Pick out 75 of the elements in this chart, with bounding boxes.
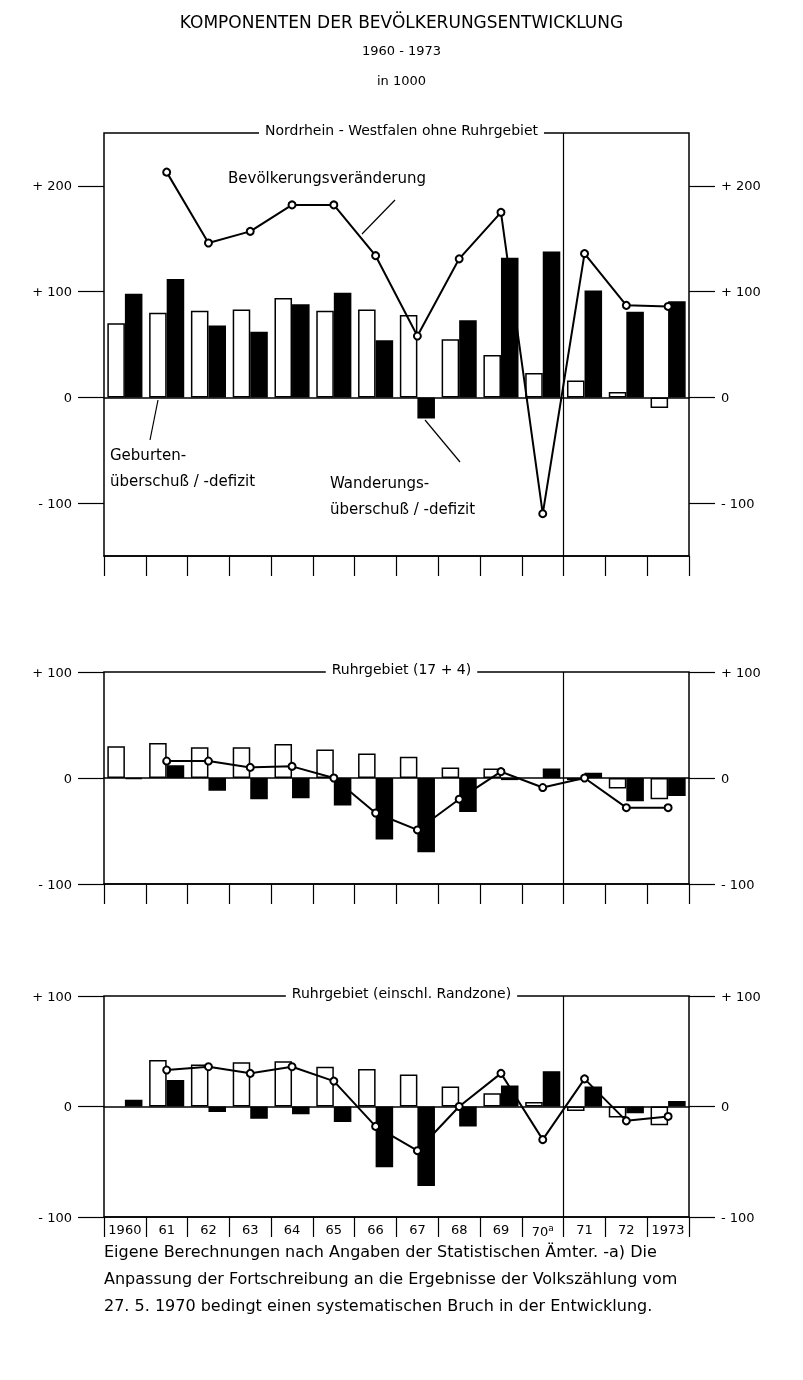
point (287, 1062, 297, 1072)
point (245, 1068, 255, 1078)
point (412, 331, 422, 341)
point (329, 1076, 339, 1086)
y-tick-label: 0 (63, 770, 72, 786)
point (203, 238, 213, 248)
point (496, 1068, 506, 1078)
x-tick-label: 1960 (108, 1222, 142, 1237)
x-tick-label: 1973 (651, 1222, 685, 1237)
x-tick-label: 67 (409, 1222, 426, 1237)
point (162, 167, 172, 177)
x-tick-label: 65 (325, 1222, 343, 1237)
point (621, 1116, 631, 1126)
y2-tick-label: - 100 (721, 1209, 755, 1225)
y2-tick-label: 0 (721, 770, 730, 786)
y-tick-label: - 100 (38, 1209, 72, 1225)
y2-tick-label: 0 (721, 1099, 730, 1114)
chart-title: Ruhrgebiet (17 + 4) (331, 661, 472, 677)
y2-tick-label: + 100 (721, 988, 761, 1004)
point (621, 803, 631, 813)
y-tick-label: + 200 (32, 178, 72, 194)
point (329, 200, 339, 210)
x-tick-label: 71 (576, 1222, 593, 1237)
y2-tick-label: + 100 (721, 664, 761, 680)
y2-tick-label: - 100 (721, 876, 755, 892)
x-tick-label: 66 (367, 1222, 384, 1237)
chart-title: Ruhrgebiet (einschl. Randzone) (291, 985, 512, 1001)
point (162, 756, 172, 766)
point (454, 1102, 464, 1111)
y2-tick-label: 0 (721, 389, 730, 405)
point (663, 803, 673, 813)
point (538, 1135, 548, 1145)
point (663, 1111, 673, 1121)
x-tick-label: 63 (241, 1222, 259, 1237)
text: Eigene Berechnungen nach Angaben der Statistischen Ämter. -a) Die Anpassung der Fortschreibung an die Ergebnisse der Volkszählung vom 27. 5. 1970 bedingt einen systematischen Bruch in der Entwicklung. (104, 1242, 683, 1315)
point (496, 207, 506, 217)
point (203, 756, 213, 766)
point (496, 767, 506, 777)
y-tick-label: + 100 (32, 284, 72, 300)
series-label: Bevölkerungsveränderung (228, 169, 427, 187)
y-tick-label: - 100 (38, 876, 72, 892)
text: 1960 - 1973 in 1000 (360, 42, 443, 90)
point (245, 226, 255, 236)
y-tick-label: + 100 (32, 664, 72, 680)
point (203, 1062, 213, 1072)
point (287, 761, 297, 771)
point (580, 773, 590, 783)
point (538, 783, 548, 793)
point (580, 249, 590, 259)
x-tick-label: 62 (200, 1222, 217, 1237)
y-tick-label: - 100 (38, 495, 72, 511)
point (329, 773, 339, 783)
y2-tick-label: + 100 (721, 284, 761, 300)
text: KOMPONENTEN DER BEVÖLKERUNGSENTWICKLUNG (178, 10, 625, 32)
point (287, 200, 297, 210)
point (621, 300, 631, 310)
x-tick-label: 64 (283, 1222, 301, 1237)
point (371, 251, 381, 261)
y-tick-label: 0 (63, 389, 72, 405)
point (162, 1065, 172, 1075)
x-tick-label: 72 (618, 1222, 635, 1237)
x-tick-label: 68 (450, 1222, 468, 1237)
chart-title: Nordrhein - Westfalen ohne Ruhrgebiet (264, 122, 539, 138)
point (454, 254, 464, 264)
y2-tick-label: + 200 (721, 178, 761, 194)
point (245, 762, 255, 772)
x-tick-label: 69 (492, 1222, 510, 1237)
point (538, 509, 548, 519)
y2-tick-label: - 100 (721, 495, 755, 511)
y-tick-label: 0 (63, 1099, 72, 1114)
point (580, 1074, 590, 1084)
x-tick-label: 61 (158, 1222, 175, 1237)
y-tick-label: + 100 (32, 988, 72, 1004)
text: Wanderungs- überschuß / -defizit (330, 474, 476, 518)
text: Geburten- überschuß / -defizit (110, 446, 256, 490)
